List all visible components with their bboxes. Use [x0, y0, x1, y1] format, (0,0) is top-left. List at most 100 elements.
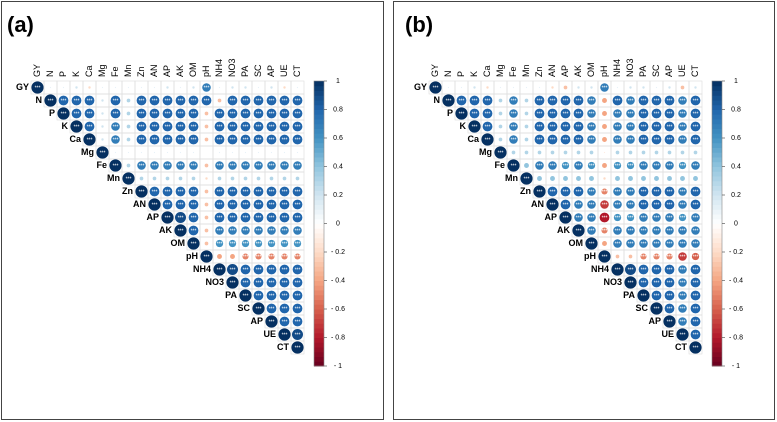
corr-circle — [535, 161, 544, 170]
sig-label: *** — [191, 241, 197, 247]
sig-label: *** — [680, 280, 686, 286]
corr-circle — [228, 161, 237, 170]
colorbar-segment — [314, 214, 324, 220]
sig-label: *** — [550, 98, 556, 104]
sig-label: *** — [433, 85, 439, 91]
corr-circle — [482, 95, 493, 106]
sig-label: *** — [269, 189, 275, 195]
corr-circle — [279, 199, 290, 210]
sig-label: *** — [113, 137, 119, 143]
corr-circle — [573, 121, 584, 132]
colorbar-tick-label: - 0.2 — [729, 249, 743, 256]
sig-label: *** — [139, 124, 145, 130]
corr-circle — [524, 98, 529, 103]
corr-circle — [690, 277, 701, 288]
corr-circle — [84, 121, 95, 132]
colorbar-segment — [712, 100, 722, 106]
corr-circle — [525, 86, 528, 89]
row-label: PA — [623, 290, 635, 300]
corr-circle — [188, 134, 199, 145]
corr-circle — [613, 239, 622, 248]
corr-circle — [75, 86, 78, 89]
sig-label: *** — [667, 241, 673, 247]
sig-label: *** — [628, 280, 634, 286]
sig-label: *** — [563, 137, 569, 143]
corr-circle — [694, 86, 697, 89]
sig-label: *** — [178, 137, 184, 143]
corr-circle — [615, 254, 620, 259]
corr-circle — [279, 212, 290, 223]
corr-circle — [665, 161, 674, 170]
corr-circle — [244, 151, 247, 154]
sig-label: *** — [295, 124, 301, 130]
colorbar-segment — [314, 252, 324, 258]
corr-circle — [292, 95, 303, 106]
corr-circle — [257, 151, 260, 154]
sig-label: *** — [74, 98, 80, 104]
sig-label: *** — [243, 267, 249, 273]
corr-circle — [280, 226, 289, 235]
corr-circle — [456, 95, 467, 106]
sig-label: *** — [295, 189, 301, 195]
corr-circle — [241, 161, 250, 170]
corr-circle — [240, 108, 251, 119]
corr-circle — [292, 303, 303, 314]
colorbar-segment — [314, 351, 324, 357]
sig-label: *** — [693, 332, 699, 338]
corr-circle — [690, 108, 701, 119]
sig-label: *** — [230, 280, 236, 286]
sig-label: *** — [654, 137, 660, 143]
sig-label: *** — [256, 111, 262, 117]
corr-circle — [651, 121, 662, 132]
corr-circle — [70, 120, 83, 133]
column-label: Mg — [495, 64, 505, 77]
corr-circle — [267, 226, 276, 235]
row-label: AN — [531, 199, 544, 209]
sig-label: *** — [693, 306, 699, 312]
corr-circle — [257, 86, 260, 89]
colorbar-segment — [314, 204, 324, 210]
row-label: Zn — [520, 186, 531, 196]
colorbar-tick-label: 0.4 — [731, 163, 741, 170]
corr-circle — [626, 213, 635, 222]
sig-label: *** — [680, 267, 686, 273]
corr-circle — [668, 86, 671, 89]
colorbar-segment — [314, 266, 324, 272]
corr-circle — [293, 239, 302, 248]
colorbar-segment — [712, 218, 722, 224]
corr-circle — [587, 122, 596, 131]
corr-circle — [641, 150, 646, 155]
sig-label: *** — [282, 163, 288, 169]
sig-label: *** — [191, 189, 197, 195]
sig-label: *** — [256, 98, 262, 104]
sig-label: *** — [282, 267, 288, 273]
sig-label: *** — [217, 189, 223, 195]
sig-label: *** — [152, 98, 158, 104]
colorbar-segment — [314, 309, 324, 315]
sig-label: *** — [243, 254, 249, 260]
colorbar-segment — [314, 237, 324, 243]
row-label: pH — [584, 251, 596, 261]
corr-circle — [602, 98, 607, 103]
corr-circle — [279, 264, 290, 275]
corr-circle — [486, 86, 489, 89]
corr-circle — [227, 212, 238, 223]
corr-circle — [551, 86, 554, 89]
column-label: K — [469, 71, 479, 77]
sig-label: *** — [589, 111, 595, 117]
row-label: Mg — [479, 147, 492, 157]
corr-circle — [624, 276, 637, 289]
sig-label: *** — [589, 189, 595, 195]
corr-circle — [573, 134, 584, 145]
corr-circle — [653, 253, 660, 260]
sig-label: *** — [641, 111, 647, 117]
corr-circle — [482, 121, 493, 132]
sig-label: *** — [256, 254, 262, 260]
corr-circle — [473, 86, 476, 89]
corr-circle — [574, 213, 583, 222]
corr-circle — [690, 121, 701, 132]
corr-circle — [127, 151, 130, 154]
corr-circle — [533, 185, 546, 198]
corr-circle — [111, 135, 120, 144]
sig-label: *** — [615, 98, 621, 104]
